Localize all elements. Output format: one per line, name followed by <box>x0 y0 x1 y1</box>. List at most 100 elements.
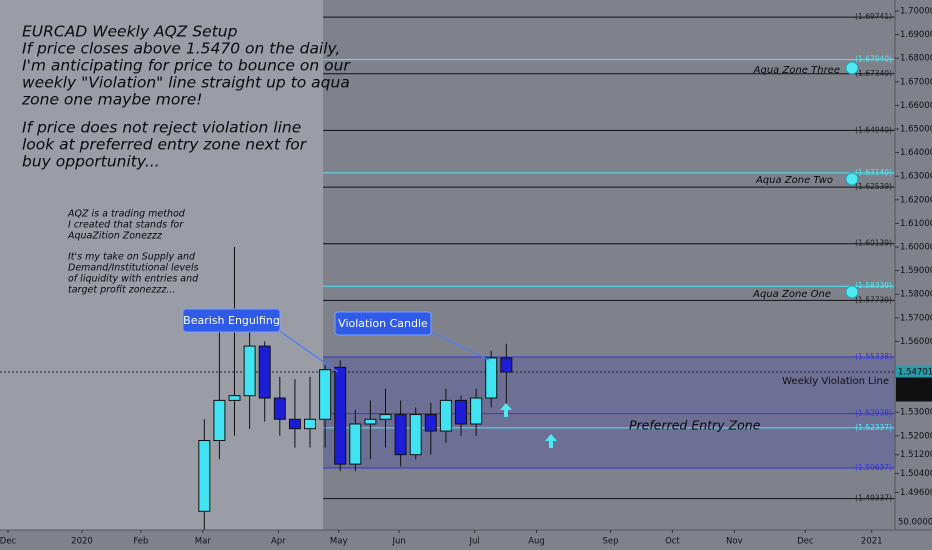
level-label: (1.67340) <box>855 69 892 78</box>
candle-body <box>409 414 422 456</box>
y-tick-label: 1.67000 <box>900 77 932 87</box>
zone-label: Aqua Zone Three <box>753 65 840 76</box>
x-tick-label: Jul <box>468 537 479 547</box>
candle-body <box>439 399 452 432</box>
candle-body <box>228 395 241 401</box>
zone-icon <box>845 172 859 186</box>
x-tick-label: Dec <box>797 537 814 547</box>
callout-pointer <box>277 329 339 373</box>
zone-label: Preferred Entry Zone <box>629 418 761 433</box>
candle-body <box>304 418 317 430</box>
candle-body <box>288 418 301 430</box>
note: look at preferred entry zone next for <box>22 136 308 154</box>
level-label: (1.67940) <box>855 55 892 64</box>
y-tick-label: 1.69000 <box>900 30 932 40</box>
candle-body <box>500 357 513 373</box>
y-tick-label: 1.68000 <box>900 54 932 64</box>
candle-body <box>334 366 347 465</box>
zone-icon <box>845 285 859 299</box>
y-tick-label: 1.59000 <box>900 266 932 276</box>
level-label: (1.49337) <box>855 494 892 503</box>
level-label: (1.63140) <box>855 168 892 177</box>
price-box <box>896 366 932 379</box>
note: If price closes above 1.5470 on the dail… <box>22 40 340 58</box>
side-note: AquaZition Zonezzz <box>67 231 163 242</box>
side-note: I created that stands for <box>68 220 184 231</box>
y-tick-label: 1.50400 <box>900 469 932 479</box>
candle-body <box>470 397 483 425</box>
level-label: (1.62539) <box>855 182 892 191</box>
x-tick-label: Feb <box>133 537 148 547</box>
y-tick-label: 1.53000 <box>900 408 932 418</box>
level-label: (1.50637) <box>855 463 892 472</box>
callout-box <box>182 308 281 333</box>
callout-pointer <box>427 329 490 361</box>
side-note: AQZ is a trading method <box>67 209 186 220</box>
y-tick-label: 1.64000 <box>900 148 932 158</box>
x-tick-label: 2020 <box>71 537 93 547</box>
y-tick-label: 1.70000 <box>900 6 932 16</box>
candle-body <box>243 345 256 397</box>
level-label: (1.57739) <box>855 295 892 304</box>
x-tick-label: Dec <box>0 537 17 547</box>
candle-body <box>319 369 332 420</box>
x-tick-label: Nov <box>726 537 743 547</box>
level-label: (1.58339) <box>855 281 892 290</box>
candle-body <box>273 397 286 420</box>
zone-label: Aqua Zone One <box>752 289 831 300</box>
x-tick-label: Jun <box>391 537 405 547</box>
side-note: It's my take on Supply and <box>68 252 196 263</box>
y-tick-label: 1.49600 <box>900 488 932 498</box>
candle-body <box>394 414 407 456</box>
candle-body <box>424 414 437 432</box>
price-box-label: 1.54701 <box>898 368 932 378</box>
x-tick-label: Sep <box>602 537 618 547</box>
y-tick-label: 1.56000 <box>900 337 932 347</box>
level-label: (1.52938) <box>855 409 892 418</box>
level-label: (1.69741) <box>855 12 892 21</box>
candle-body <box>198 440 211 512</box>
note: I'm anticipating for price to bounce on … <box>22 57 351 75</box>
x-tick-label: Oct <box>665 537 680 547</box>
y-tick-label: 1.62000 <box>900 195 932 205</box>
y-tick-label: 1.63000 <box>900 172 932 182</box>
side-note: Demand/Institutional levels <box>68 263 199 274</box>
candle-body <box>485 357 498 399</box>
title: EURCAD Weekly AQZ Setup <box>22 23 238 41</box>
y-tick-label: 1.51200 <box>900 450 932 460</box>
x-tick-label: Mar <box>195 537 212 547</box>
level-label: (1.55338) <box>855 352 892 361</box>
note: buy opportunity... <box>22 153 160 171</box>
up-arrow <box>545 434 557 448</box>
note: weekly "Violation" line straight up to a… <box>22 74 350 92</box>
price-box-label: 1.54682 <box>898 379 932 389</box>
entry-zone <box>323 357 895 468</box>
candle-body <box>455 399 468 425</box>
x-tick-label: Apr <box>271 537 286 547</box>
y-tick-label: 1.66000 <box>900 101 932 111</box>
note: If price does not reject violation line <box>22 119 301 137</box>
candle-body <box>379 414 392 420</box>
callout-text: Bearish Engulfing <box>183 314 280 327</box>
left-panel <box>0 0 323 530</box>
y-tick-label: 1.57000 <box>900 313 932 323</box>
x-tick-label: Aug <box>528 537 545 547</box>
zone-icon <box>845 61 859 75</box>
candle-body <box>364 418 377 425</box>
price-box <box>896 377 932 402</box>
x-tick-label: 2021 <box>861 537 883 547</box>
side-note: of liquidity with entries and <box>68 274 199 285</box>
candle-body <box>213 399 226 442</box>
x-tick-label: May <box>330 537 348 547</box>
time-axis <box>0 530 932 550</box>
y-tick-label: 1.65000 <box>900 124 932 134</box>
callout-text: Violation Candle <box>338 317 428 330</box>
candle-body <box>258 345 271 399</box>
countdown: 3d 5h <box>904 391 928 401</box>
side-note: target profit zonezzz... <box>68 285 175 296</box>
note: zone one maybe more! <box>21 91 202 109</box>
zone-label: Aqua Zone Two <box>755 175 833 186</box>
level-label: (1.64940) <box>855 125 892 134</box>
up-arrow <box>500 403 512 417</box>
